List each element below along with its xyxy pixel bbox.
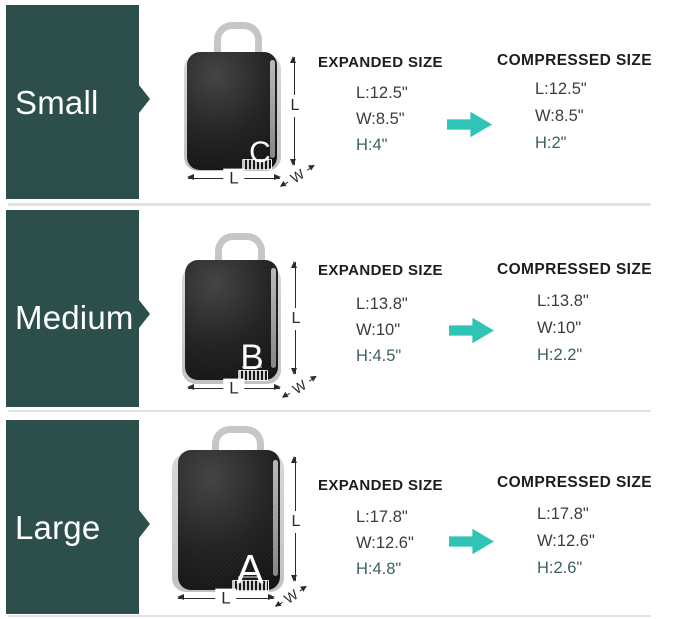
bag-handle-icon xyxy=(215,233,265,265)
brand-logo-text xyxy=(242,366,262,368)
dimension-label-side: L xyxy=(289,95,301,117)
compressed-width-value: W:10" xyxy=(537,319,582,337)
bag-body xyxy=(178,450,280,590)
size-panel: Small xyxy=(6,5,150,199)
bag-body xyxy=(187,52,277,170)
row-divider xyxy=(8,614,651,617)
bag-letter: B xyxy=(240,338,264,377)
size-row-medium: Medium B L L W EXPANDED SIZE L:13.8" W:1… xyxy=(0,204,679,410)
compressed-length-value: L:13.8" xyxy=(537,292,589,310)
expanded-width-value: W:8.5" xyxy=(356,110,405,128)
compressed-size-title: COMPRESSED SIZE xyxy=(497,261,652,278)
expanded-length-value: L:13.8" xyxy=(356,295,408,313)
bottom-length-dimension-line: L xyxy=(177,588,275,609)
dimension-label-bottom: L xyxy=(223,168,245,189)
side-length-dimension-line: L xyxy=(290,456,302,582)
bag-handle-icon xyxy=(212,426,264,459)
row-divider xyxy=(8,203,651,206)
size-panel: Large xyxy=(6,420,150,614)
size-label: Large xyxy=(15,509,101,546)
bag-body xyxy=(185,260,278,380)
expanded-height-value: H:4" xyxy=(356,136,388,154)
packing-cube-image: A xyxy=(0,410,679,619)
brand-logo-text xyxy=(238,576,260,578)
packing-cube-image: B xyxy=(0,204,679,410)
side-length-dimension-line: L xyxy=(290,261,302,375)
dimension-label-bottom: L xyxy=(223,378,245,399)
side-length-dimension-line: L xyxy=(289,56,301,166)
size-label: Medium xyxy=(15,299,134,336)
compressed-length-value: L:17.8" xyxy=(537,505,589,523)
compressed-length-value: L:12.5" xyxy=(535,80,587,98)
expanded-width-value: W:12.6" xyxy=(356,534,414,552)
bottom-length-dimension-line: L xyxy=(187,378,281,399)
expanded-height-value: H:4.5" xyxy=(356,347,402,365)
size-row-large: Large A L L W EXPANDED SIZE L:17.8" W:12… xyxy=(0,410,679,619)
packing-cube-image: C xyxy=(0,0,679,204)
row-divider xyxy=(8,409,651,412)
size-label: Small xyxy=(15,84,99,121)
expanded-length-value: L:17.8" xyxy=(356,508,408,526)
size-panel: Medium xyxy=(6,210,150,407)
expanded-height-value: H:4.8" xyxy=(356,560,402,578)
size-row-small: Small C L L W EXPANDED SIZE L:12.5" W:8.… xyxy=(0,0,679,204)
expanded-width-value: W:10" xyxy=(356,321,401,339)
brand-logo xyxy=(242,159,272,170)
expanded-size-title: EXPANDED SIZE xyxy=(318,477,443,494)
compressed-height-value: H:2.2" xyxy=(537,346,583,364)
bottom-length-dimension-line: L xyxy=(187,168,281,189)
chevron-right-icon xyxy=(139,300,150,328)
compressed-height-value: H:2" xyxy=(535,134,567,152)
chevron-right-icon xyxy=(139,510,150,538)
dimension-label-bottom: L xyxy=(215,588,237,609)
brand-logo xyxy=(232,580,269,592)
expanded-length-value: L:12.5" xyxy=(356,84,408,102)
brand-logo xyxy=(238,370,268,381)
compressed-width-value: W:8.5" xyxy=(535,107,584,125)
compressed-height-value: H:2.6" xyxy=(537,559,583,577)
bag-handle-icon xyxy=(214,22,262,54)
compressed-size-title: COMPRESSED SIZE xyxy=(497,474,652,491)
expanded-size-title: EXPANDED SIZE xyxy=(318,262,443,279)
dimension-label-side: L xyxy=(290,308,302,330)
compressed-size-title: COMPRESSED SIZE xyxy=(497,52,652,69)
compressed-width-value: W:12.6" xyxy=(537,532,595,550)
dimension-label-side: L xyxy=(290,511,302,533)
chevron-right-icon xyxy=(139,85,150,113)
expanded-size-title: EXPANDED SIZE xyxy=(318,54,443,71)
